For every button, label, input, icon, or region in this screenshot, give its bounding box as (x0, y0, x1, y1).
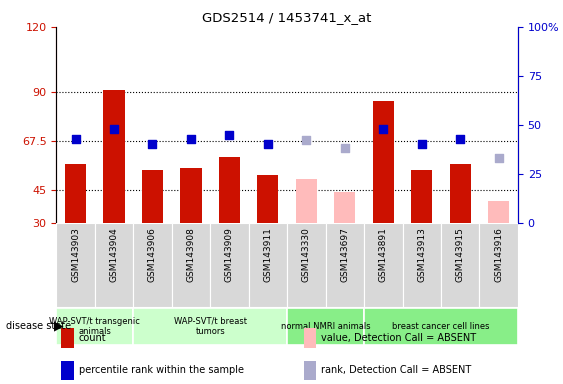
Bar (249, 223, 287, 307)
Point (417, 141, 426, 147)
Bar (488, 201, 510, 223)
Text: GSM143909: GSM143909 (225, 227, 234, 282)
Point (302, 137, 311, 144)
Bar (287, 308, 364, 345)
Bar (296, 179, 317, 223)
Bar (441, 223, 480, 307)
Point (186, 136, 195, 142)
Bar (450, 164, 471, 223)
Text: GSM143911: GSM143911 (263, 227, 272, 282)
Bar (133, 308, 287, 345)
Bar (304, 361, 316, 380)
Bar (61, 361, 74, 380)
Point (494, 155, 503, 161)
Text: GSM143915: GSM143915 (456, 227, 464, 282)
Point (71, 136, 80, 142)
Bar (480, 223, 518, 307)
Bar (180, 168, 202, 223)
Text: GSM143903: GSM143903 (71, 227, 80, 282)
Bar (142, 170, 163, 223)
Text: GSM143330: GSM143330 (302, 227, 311, 282)
Bar (56, 223, 95, 307)
Bar (287, 223, 325, 307)
Bar (325, 223, 364, 307)
Point (148, 141, 157, 147)
Text: count: count (79, 333, 106, 343)
Bar (133, 223, 172, 307)
Bar (95, 223, 133, 307)
Point (379, 126, 388, 132)
Point (455, 136, 464, 142)
Point (263, 141, 272, 147)
Bar (373, 101, 394, 223)
Text: GSM143913: GSM143913 (417, 227, 426, 282)
Bar (56, 308, 133, 345)
Text: GSM143891: GSM143891 (379, 227, 388, 282)
Bar (304, 328, 316, 348)
Text: WAP-SVT/t transgenic
animals: WAP-SVT/t transgenic animals (50, 317, 140, 336)
Text: GSM143697: GSM143697 (341, 227, 349, 282)
Title: GDS2514 / 1453741_x_at: GDS2514 / 1453741_x_at (203, 11, 372, 24)
Bar (65, 164, 86, 223)
Bar (104, 90, 124, 223)
Text: rank, Detection Call = ABSENT: rank, Detection Call = ABSENT (321, 365, 472, 376)
Point (340, 145, 349, 151)
Bar (364, 223, 403, 307)
Text: disease state: disease state (6, 321, 71, 331)
Bar (403, 223, 441, 307)
Text: WAP-SVT/t breast
tumors: WAP-SVT/t breast tumors (174, 317, 247, 336)
Bar (411, 170, 432, 223)
Bar (61, 328, 74, 348)
Text: normal NMRI animals: normal NMRI animals (281, 322, 370, 331)
Bar (257, 175, 279, 223)
Text: GSM143916: GSM143916 (494, 227, 503, 282)
Text: GSM143906: GSM143906 (148, 227, 157, 282)
Bar (334, 192, 355, 223)
Text: percentile rank within the sample: percentile rank within the sample (79, 365, 244, 376)
Bar (172, 223, 210, 307)
Point (225, 131, 234, 138)
Text: breast cancer cell lines: breast cancer cell lines (392, 322, 490, 331)
Bar (210, 223, 249, 307)
Text: GSM143908: GSM143908 (186, 227, 195, 282)
Bar (364, 308, 518, 345)
Point (109, 126, 118, 132)
Text: value, Detection Call = ABSENT: value, Detection Call = ABSENT (321, 333, 476, 343)
Bar (219, 157, 240, 223)
Text: ▶: ▶ (53, 320, 63, 333)
Text: GSM143904: GSM143904 (110, 227, 118, 282)
